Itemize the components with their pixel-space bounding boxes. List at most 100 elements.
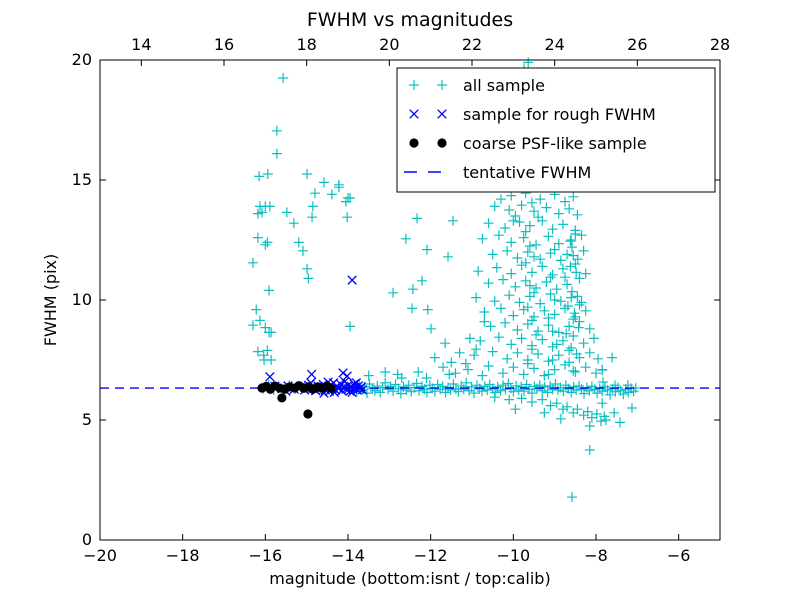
scatter-point-plus bbox=[421, 387, 432, 398]
scatter-point-plus bbox=[437, 381, 448, 392]
x-top-tick-label: 24 bbox=[544, 35, 564, 54]
scatter-point-plus bbox=[614, 417, 625, 428]
scatter-point-plus bbox=[473, 266, 484, 277]
scatter-point-plus bbox=[557, 404, 568, 415]
scatter-point-plus bbox=[266, 327, 277, 338]
scatter-point-plus bbox=[541, 202, 552, 213]
y-tick-label: 10 bbox=[72, 290, 92, 309]
legend-label: coarse PSF-like sample bbox=[463, 134, 647, 153]
scatter-point-plus bbox=[539, 381, 550, 392]
scatter-point-plus bbox=[510, 404, 521, 415]
scatter-point-plus bbox=[271, 148, 282, 159]
x-top-tick-label: 20 bbox=[379, 35, 399, 54]
scatter-point-plus bbox=[416, 275, 427, 286]
scatter-point-plus bbox=[345, 193, 356, 203]
x-top-tick-label: 16 bbox=[214, 35, 234, 54]
scatter-point-plus bbox=[363, 370, 374, 381]
scatter-point-plus bbox=[520, 257, 531, 268]
scatter-point-plus bbox=[592, 388, 603, 399]
scatter-point-plus bbox=[262, 169, 273, 179]
scatter-point-plus bbox=[520, 226, 531, 237]
scatter-point-plus bbox=[262, 345, 273, 356]
scatter-point-x bbox=[347, 275, 357, 285]
x-bottom-tick-label: −10 bbox=[496, 546, 530, 565]
legend-entry: tentative FWHM bbox=[404, 163, 591, 182]
scatter-point-plus bbox=[547, 326, 558, 337]
scatter-point-x bbox=[265, 372, 275, 382]
scatter-point-x bbox=[338, 368, 348, 378]
legend-entry: coarse PSF-like sample bbox=[409, 134, 647, 153]
scatter-point-plus bbox=[319, 177, 330, 188]
scatter-point-plus bbox=[564, 345, 575, 356]
series-all-sample bbox=[247, 57, 641, 503]
scatter-point-plus bbox=[345, 321, 356, 332]
scatter-point-plus bbox=[543, 320, 554, 331]
scatter-point-plus bbox=[526, 315, 537, 326]
scatter-point-plus bbox=[553, 327, 564, 338]
scatter-point-plus bbox=[543, 231, 554, 242]
x-bottom-tick-label: −12 bbox=[414, 546, 448, 565]
scatter-point-plus bbox=[502, 353, 513, 364]
scatter-point-plus bbox=[471, 292, 482, 303]
scatter-point-plus bbox=[498, 380, 508, 391]
scatter-point-plus bbox=[553, 238, 564, 249]
scatter-point-plus bbox=[529, 206, 539, 217]
scatter-point-plus bbox=[471, 344, 482, 355]
scatter-point-plus bbox=[539, 305, 550, 316]
x-top-tick-label: 14 bbox=[131, 35, 151, 54]
scatter-point-plus bbox=[560, 359, 570, 370]
scatter-point-plus bbox=[407, 303, 418, 314]
scatter-point-plus bbox=[549, 309, 560, 320]
scatter-point-plus bbox=[557, 263, 568, 274]
scatter-point-plus bbox=[257, 207, 268, 218]
scatter-point-plus bbox=[485, 321, 496, 332]
scatter-point-plus bbox=[264, 201, 275, 212]
scatter-point-plus bbox=[560, 196, 570, 207]
scatter-point-plus bbox=[572, 209, 583, 220]
scatter-point-plus bbox=[380, 367, 391, 377]
scatter-point-plus bbox=[491, 262, 502, 273]
scatter-point-plus bbox=[512, 325, 523, 335]
scatter-point-plus bbox=[495, 194, 506, 205]
scatter-point-plus bbox=[369, 385, 380, 396]
scatter-point-plus bbox=[580, 362, 591, 373]
scatter-point-plus bbox=[508, 362, 519, 373]
scatter-point-plus bbox=[260, 239, 271, 250]
scatter-point-plus bbox=[388, 287, 399, 298]
scatter-point-plus bbox=[522, 358, 533, 369]
plot-area bbox=[100, 57, 720, 503]
scatter-point-dot bbox=[326, 383, 336, 393]
scatter-point-x bbox=[339, 376, 350, 387]
legend-box bbox=[396, 67, 716, 193]
scatter-point-plus bbox=[543, 356, 554, 367]
scatter-point-plus bbox=[518, 304, 529, 315]
scatter-point-plus bbox=[607, 352, 618, 363]
scatter-point-plus bbox=[372, 380, 383, 391]
scatter-point-plus bbox=[522, 247, 533, 257]
scatter-point-plus bbox=[580, 305, 591, 316]
scatter-point-plus bbox=[584, 421, 595, 431]
scatter-point-plus bbox=[580, 268, 591, 279]
scatter-point-plus bbox=[271, 125, 282, 136]
scatter-point-plus bbox=[333, 179, 344, 190]
scatter-point-plus bbox=[440, 387, 451, 398]
scatter-point-plus bbox=[560, 272, 570, 283]
scatter-point-plus bbox=[571, 349, 582, 359]
scatter-point-plus bbox=[510, 211, 521, 221]
scatter-point-plus bbox=[483, 278, 494, 289]
scatter-point-plus bbox=[551, 398, 562, 409]
scatter-point-plus bbox=[278, 73, 289, 83]
scatter-point-plus bbox=[573, 322, 584, 333]
scatter-point-plus bbox=[570, 367, 581, 377]
scatter-point-plus bbox=[531, 329, 542, 340]
scatter-point-plus bbox=[533, 349, 544, 359]
x-axis-label: magnitude (bottom:isnt / top:calib) bbox=[269, 569, 550, 588]
scatter-point-plus bbox=[574, 273, 585, 284]
scatter-point-plus bbox=[531, 239, 542, 250]
scatter-point-plus bbox=[302, 169, 313, 179]
scatter-point-plus bbox=[487, 346, 498, 357]
y-tick-label: 20 bbox=[72, 50, 92, 69]
scatter-point-plus bbox=[247, 320, 258, 331]
scatter-point-plus bbox=[252, 232, 263, 243]
scatter-point-plus bbox=[445, 385, 456, 395]
